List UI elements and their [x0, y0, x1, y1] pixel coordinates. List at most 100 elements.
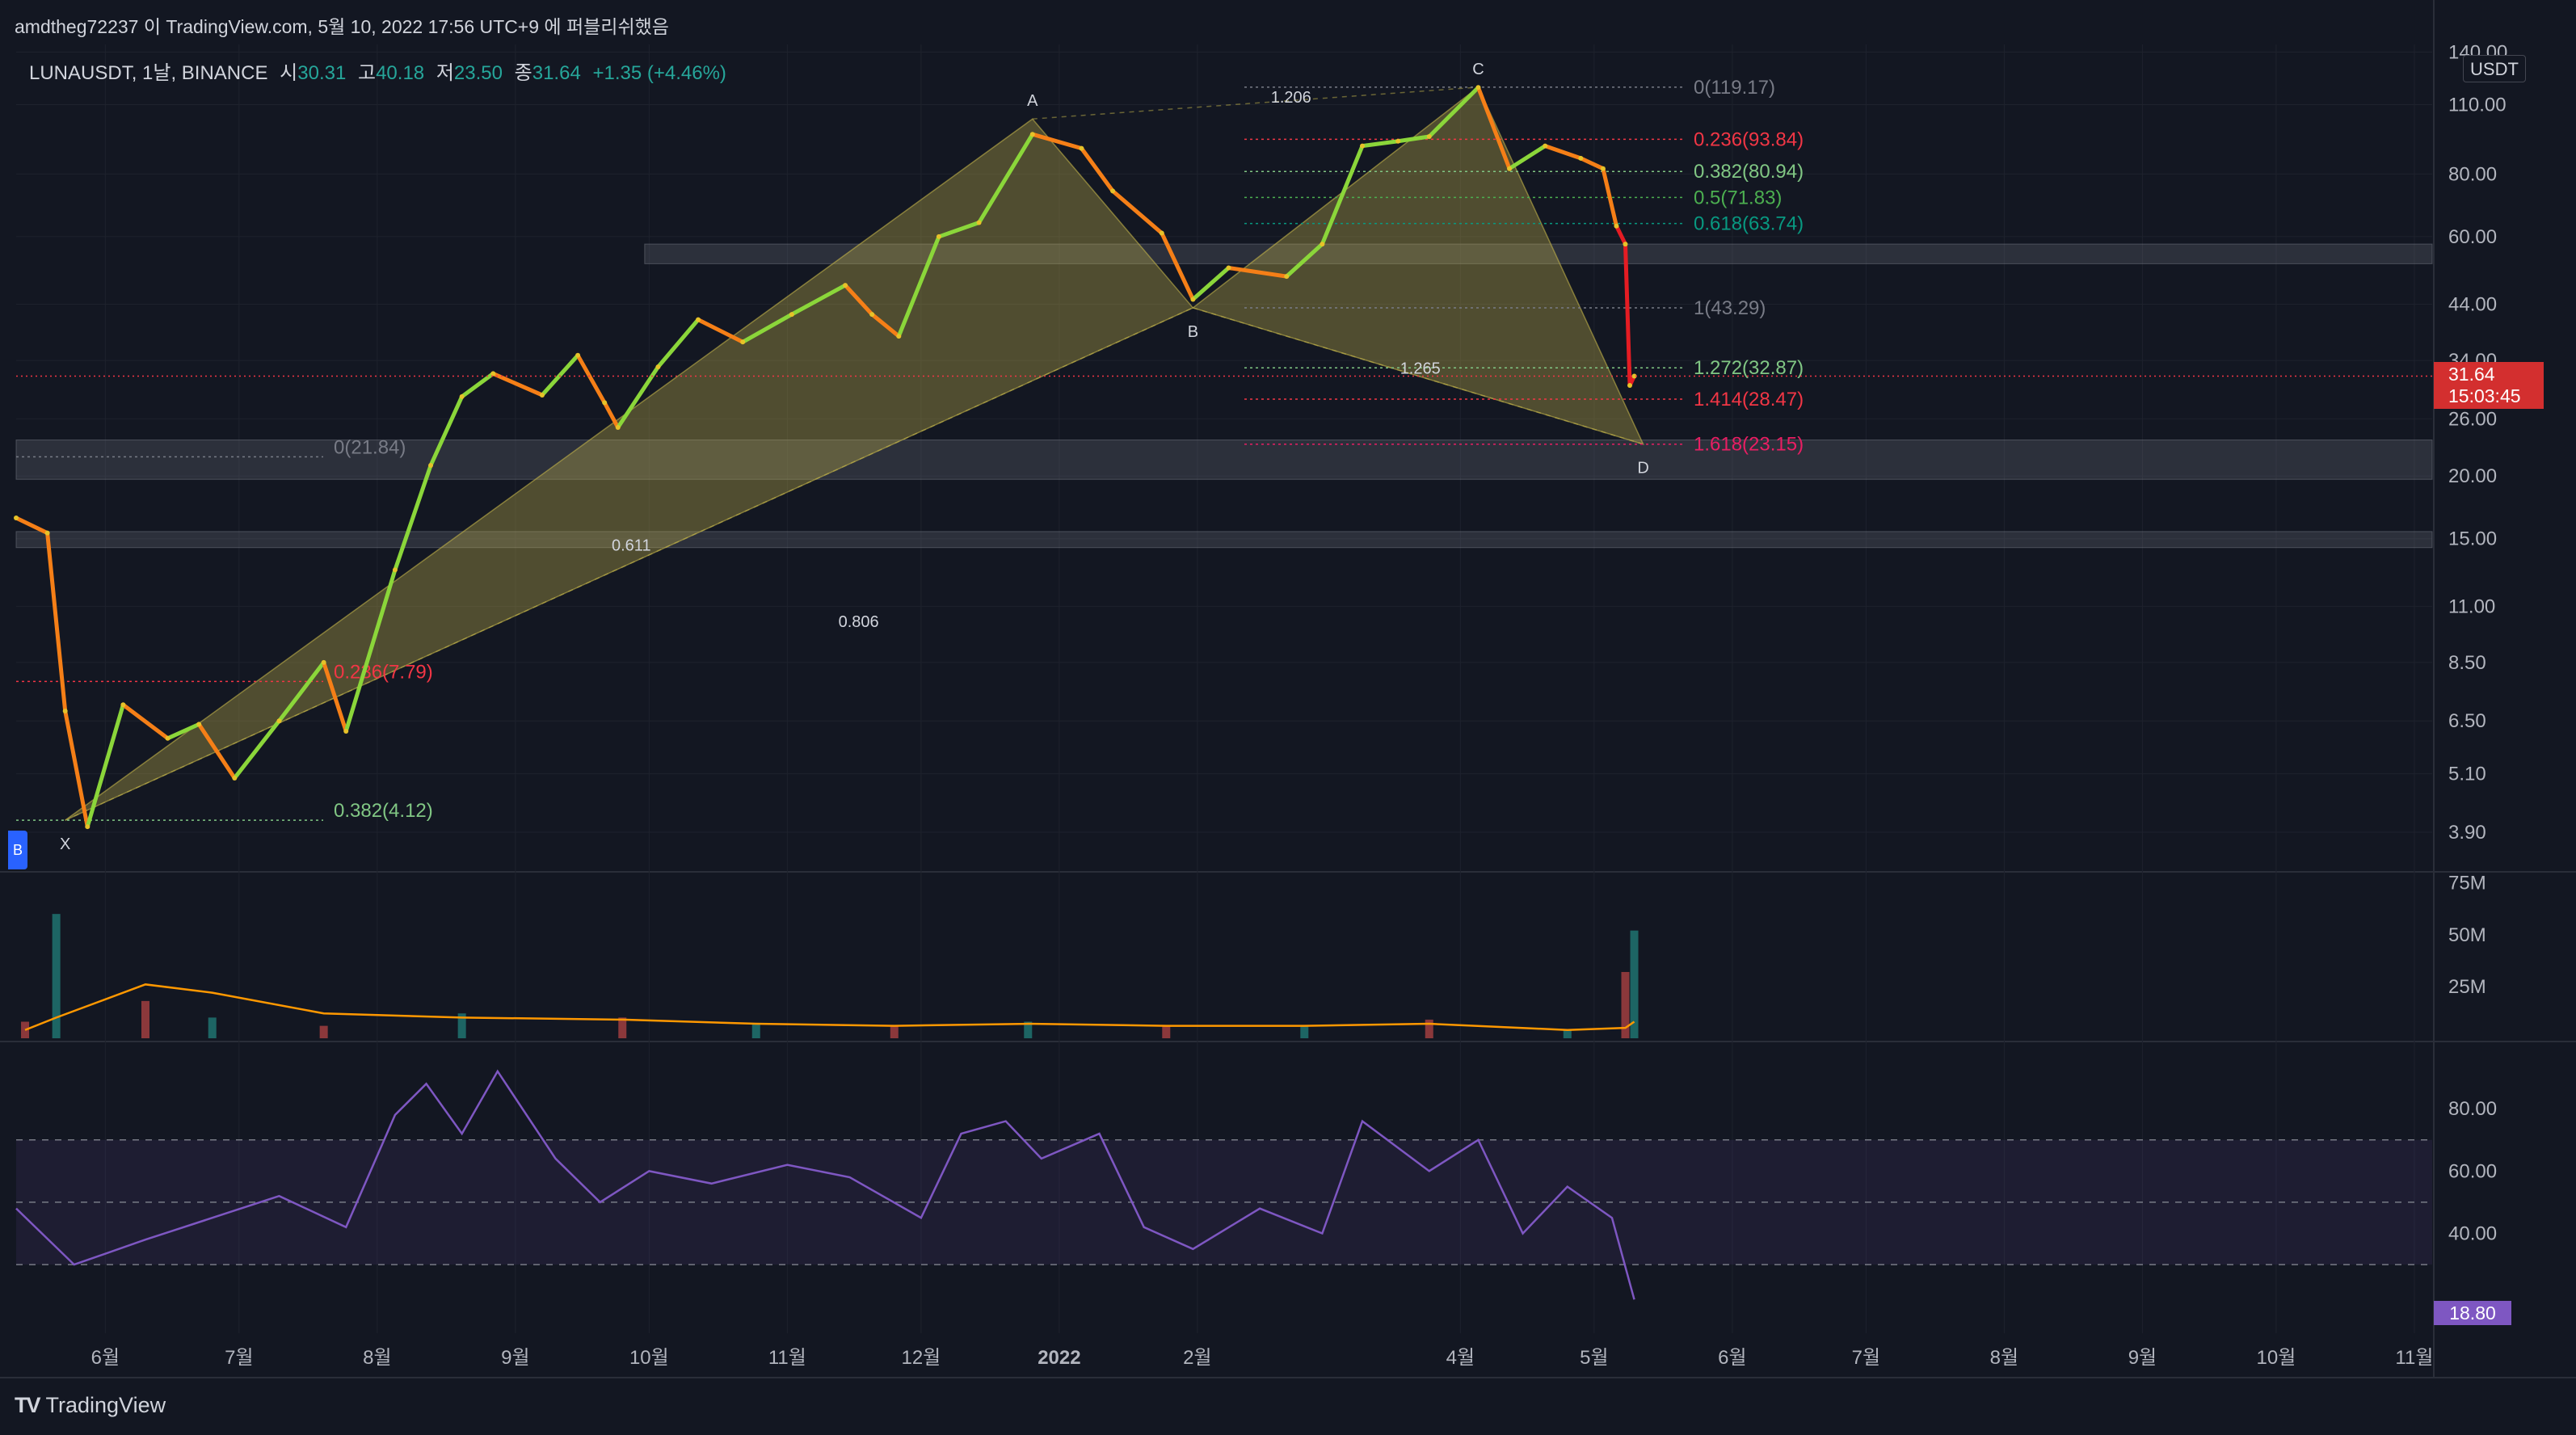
price-point	[869, 312, 875, 318]
price-segment	[120, 702, 170, 741]
volume-tick-label: 50M	[2448, 924, 2486, 946]
fibonacci-levels: 0(21.84) 0.236(7.79) 0.382(4.12) 0(119.17) 0…	[16, 77, 1804, 822]
price-point	[1614, 223, 1619, 229]
price-point	[490, 371, 496, 377]
price-segment	[602, 400, 621, 430]
zone-rect	[15, 440, 2433, 480]
zone-rect	[644, 243, 2433, 264]
price-segment	[1543, 144, 1583, 161]
price-point	[321, 659, 326, 665]
price-point	[165, 735, 170, 741]
time-tick-label: 4월	[1446, 1347, 1475, 1369]
price-point	[575, 352, 581, 358]
symbol-legend: LUNAUSDT, 1날, BINANCE 시30.31 고40.18 저23.…	[29, 57, 726, 85]
price-tick-label: 8.50	[2448, 652, 2486, 674]
price-segment	[1395, 134, 1432, 144]
time-tick-label: 6월	[1718, 1347, 1746, 1369]
price-segment	[63, 709, 90, 829]
time-tick-label: 9월	[2128, 1347, 2157, 1369]
price-segment	[1110, 188, 1164, 235]
volume-bar	[1563, 1029, 1572, 1038]
pattern-triangle-xab	[65, 118, 1194, 821]
low-value: 23.50	[453, 62, 503, 84]
symbol-name[interactable]: LUNAUSDT, 1날, BINANCE	[29, 62, 268, 84]
price-segment	[616, 364, 660, 430]
pattern-ratio-label: 1.265	[1400, 360, 1441, 377]
tv-logo-icon: TV	[15, 1393, 40, 1417]
volume-ma-line	[24, 983, 1635, 1031]
price-segment	[1160, 230, 1195, 301]
rsi-tick-label: 80.00	[2448, 1098, 2497, 1120]
price-point	[196, 722, 202, 727]
price-point	[1631, 373, 1637, 379]
price-segment	[1360, 139, 1400, 149]
rsi-tick-label: 40.00	[2448, 1223, 2497, 1245]
fib-label-left: 0.382(4.12)	[334, 800, 433, 822]
pattern-ratio-label: 1.206	[1271, 89, 1311, 107]
price-segment	[45, 531, 68, 713]
chart-axes: 140.00110.0080.0060.0044.0034.0026.0020.…	[91, 41, 2508, 1369]
last-price-tag: 31.64 15:03:45	[2434, 362, 2544, 409]
time-tick-label: 2월	[1183, 1347, 1211, 1369]
price-point	[1159, 230, 1164, 236]
price-segment	[540, 353, 580, 398]
tradingview-logo[interactable]: TV TradingView	[15, 1393, 166, 1418]
price-point	[1190, 297, 1196, 302]
price-point	[44, 530, 50, 536]
volume-bar	[319, 1025, 328, 1038]
time-tick-label: 2022	[1038, 1347, 1080, 1369]
price-segment	[869, 312, 901, 339]
price-point	[1284, 274, 1290, 280]
price-point	[539, 392, 545, 398]
price-tick-label: 11.00	[2448, 595, 2495, 617]
price-point	[343, 728, 349, 734]
high-label: 고	[357, 62, 377, 84]
volume-bar	[618, 1017, 627, 1038]
price-tick-label: 5.10	[2448, 764, 2486, 785]
time-tick-label: 12월	[901, 1347, 941, 1369]
price-series	[14, 85, 2432, 830]
price-segment	[1475, 85, 1512, 171]
price-point	[1623, 242, 1628, 247]
currency-button[interactable]: USDT	[2463, 55, 2526, 82]
price-segment	[232, 718, 281, 781]
time-tick-label: 11월	[768, 1347, 806, 1369]
price-segment	[1614, 224, 1627, 246]
price-tick-label: 6.50	[2448, 710, 2486, 732]
pattern-ratio-label: 0.806	[839, 613, 879, 631]
price-point	[976, 220, 982, 225]
rsi-pane	[15, 1069, 2432, 1300]
price-point	[655, 364, 661, 370]
price-segment	[843, 283, 874, 317]
price-segment	[460, 371, 495, 399]
price-point	[276, 718, 282, 724]
price-segment	[166, 722, 201, 741]
price-segment	[1284, 242, 1324, 279]
price-point	[1029, 132, 1035, 137]
price-point	[85, 824, 90, 830]
price-segment	[1578, 156, 1606, 171]
pattern-triangle-bcd	[1191, 86, 1644, 445]
time-tick-label: 7월	[225, 1347, 253, 1369]
volume-bar	[1300, 1025, 1309, 1038]
price-segment	[1507, 144, 1547, 171]
fib-label-right: 1(43.29)	[1694, 297, 1766, 319]
price-tick-label: 60.00	[2448, 226, 2497, 248]
price-segment	[196, 722, 237, 781]
price-point	[62, 709, 68, 714]
price-segment	[937, 221, 982, 239]
price-point	[1543, 143, 1548, 149]
pattern-ratio-label: 0.611	[612, 537, 651, 555]
pattern-point-label: D	[1637, 460, 1648, 478]
price-segment	[1227, 266, 1289, 279]
pattern-point-label: A	[1027, 92, 1038, 110]
price-segment	[343, 567, 398, 734]
volume-bar	[1630, 930, 1639, 1038]
zone-rect	[15, 531, 2433, 549]
tradingview-wordmark: TradingView	[45, 1393, 166, 1417]
support-resistance-zones	[15, 243, 2433, 549]
time-tick-label: 8월	[363, 1347, 391, 1369]
drawing-marker-tag[interactable]: B	[8, 831, 27, 869]
price-tick-label: 20.00	[2448, 465, 2497, 487]
